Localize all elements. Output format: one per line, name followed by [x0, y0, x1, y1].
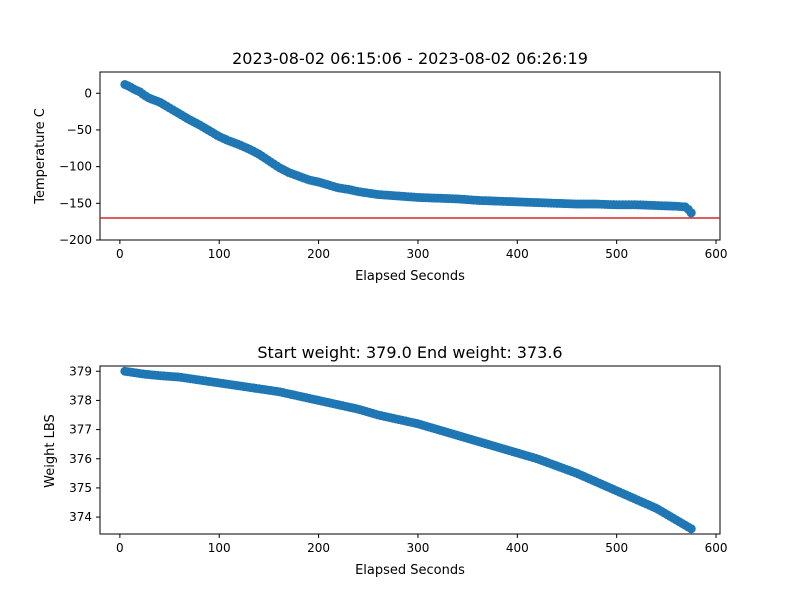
temperature-y-tick-label: −200: [59, 233, 92, 247]
temperature-y-tick-label: −100: [59, 160, 92, 174]
weight-y-tick-label: 378: [69, 393, 92, 407]
weight-chart-title: Start weight: 379.0 End weight: 373.6: [257, 343, 562, 362]
temperature-panel: 2023-08-02 06:15:06 - 2023-08-02 06:26:1…: [33, 49, 727, 284]
weight-x-axis-label: Elapsed Seconds: [355, 563, 465, 578]
weight-axes-frame: [99, 365, 721, 535]
weight-plot-area: 0 100 200 300 400 500 600 374 375 376 377 378 379: [69, 364, 727, 555]
temperature-x-tick-label: 600: [705, 247, 728, 261]
weight-x-tick-label: 0: [116, 541, 124, 555]
temperature-x-tick-label: 0: [116, 247, 124, 261]
temperature-x-tick-label: 200: [307, 247, 330, 261]
weight-x-tick-label: 200: [307, 541, 330, 555]
weight-y-tick-label: 379: [69, 364, 92, 378]
temperature-x-axis-label: Elapsed Seconds: [355, 269, 465, 284]
temperature-x-tick-label: 400: [506, 247, 529, 261]
temperature-y-axis-label: Temperature C: [33, 108, 48, 205]
temperature-x-tick-label: 500: [605, 247, 628, 261]
temperature-y-tick-label: 0: [84, 86, 92, 100]
temperature-y-tick-label: −50: [67, 123, 92, 137]
temperature-data-point: [686, 208, 696, 218]
weight-x-tick-label: 600: [705, 541, 728, 555]
weight-x-tick-label: 100: [208, 541, 231, 555]
weight-y-tick-label: 376: [69, 452, 92, 466]
weight-x-tick-label: 300: [406, 541, 429, 555]
weight-x-tick-label: 400: [506, 541, 529, 555]
temperature-plot-area: 0 100 200 300 400 500 600 0 −50 −100 −150 −200: [59, 71, 728, 261]
weight-y-tick-label: 377: [69, 423, 92, 437]
temperature-x-tick-label: 300: [406, 247, 429, 261]
temperature-x-tick-label: 100: [208, 247, 231, 261]
weight-y-tick-label: 375: [69, 481, 92, 495]
weight-panel: Start weight: 379.0 End weight: 373.6 El…: [43, 343, 727, 578]
weight-y-tick-label: 374: [69, 510, 92, 524]
temperature-chart-title: 2023-08-02 06:15:06 - 2023-08-02 06:26:1…: [232, 49, 588, 68]
temperature-axes-frame: [99, 71, 721, 241]
weight-x-tick-label: 500: [605, 541, 628, 555]
weight-y-axis-label: Weight LBS: [43, 414, 58, 488]
temperature-y-tick-label: −150: [59, 196, 92, 210]
weight-data-point: [686, 524, 696, 534]
